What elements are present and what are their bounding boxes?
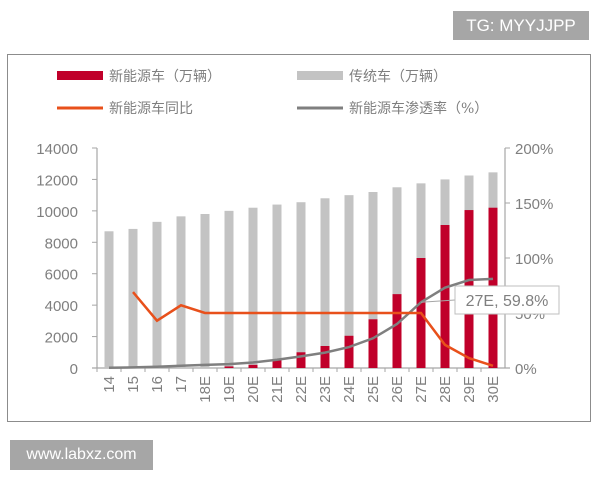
axes: 020004000600080001000012000140000%50%100… bbox=[36, 141, 553, 403]
x-tick-label: 26E bbox=[389, 376, 406, 403]
nev-bar bbox=[440, 225, 450, 368]
legend: 新能源车（万辆） 传统车（万辆） 新能源车同比 新能源车渗透率（%） bbox=[57, 68, 488, 117]
yoy-line bbox=[132, 291, 494, 367]
ice-bar bbox=[320, 198, 330, 368]
legend-item: 新能源车渗透率（%） bbox=[297, 100, 488, 117]
y-tick-label: 8000 bbox=[45, 235, 78, 252]
x-tick-label: 30E bbox=[485, 376, 502, 403]
nev-bar bbox=[248, 364, 258, 368]
x-tick-label: 18E bbox=[197, 376, 214, 403]
ice-bar bbox=[128, 228, 138, 368]
watermark-top: TG: MYYJJPP bbox=[453, 11, 589, 40]
ice-bar bbox=[104, 231, 114, 368]
x-tick-label: 14 bbox=[101, 376, 118, 393]
legend-item: 传统车（万辆） bbox=[297, 68, 447, 85]
x-tick-label: 17 bbox=[173, 376, 190, 393]
y-right-tick-label: 200% bbox=[515, 141, 553, 158]
y-tick-label: 12000 bbox=[36, 172, 78, 189]
x-tick-label: 20E bbox=[245, 376, 262, 403]
y-right-tick-label: 0% bbox=[515, 361, 537, 378]
nev-bar bbox=[320, 346, 330, 368]
x-tick-label: 27E bbox=[413, 376, 430, 403]
x-tick-label: 15 bbox=[125, 376, 142, 393]
ice-bar bbox=[272, 204, 282, 368]
y-right-tick-label: 100% bbox=[515, 251, 553, 268]
nev-bar bbox=[392, 294, 402, 368]
ice-bar bbox=[176, 216, 186, 368]
ice-bar bbox=[392, 187, 402, 368]
annotation-label: 27E, 59.8% bbox=[466, 293, 549, 310]
annotation: 27E, 59.8% bbox=[420, 285, 560, 315]
x-tick-label: 19E bbox=[221, 376, 238, 403]
nev-bar bbox=[368, 319, 378, 368]
ice-bar bbox=[368, 192, 378, 368]
x-tick-label: 21E bbox=[269, 376, 286, 403]
y-tick-label: 2000 bbox=[45, 330, 78, 347]
y-right-tick-label: 150% bbox=[515, 196, 553, 213]
legend-label: 传统车（万辆） bbox=[349, 68, 447, 85]
x-tick-label: 16 bbox=[149, 376, 166, 393]
nev-bar bbox=[272, 359, 282, 368]
x-tick-label: 23E bbox=[317, 376, 334, 403]
lines bbox=[108, 277, 494, 369]
penetration-line bbox=[108, 277, 494, 369]
nev-bar bbox=[224, 366, 234, 368]
ice-bar bbox=[296, 202, 306, 368]
x-tick-label: 22E bbox=[293, 376, 310, 403]
ice-bar bbox=[344, 195, 354, 368]
legend-label: 新能源车同比 bbox=[109, 100, 193, 117]
legend-item: 新能源车（万辆） bbox=[57, 68, 221, 85]
legend-item: 新能源车同比 bbox=[57, 100, 193, 117]
x-tick-label: 28E bbox=[437, 376, 454, 403]
nev-bar bbox=[344, 335, 354, 368]
x-tick-label: 29E bbox=[461, 376, 478, 403]
ice-bar bbox=[248, 207, 258, 368]
legend-swatch bbox=[297, 71, 343, 80]
watermark-bottom: www.labxz.com bbox=[10, 440, 153, 470]
annotation-box bbox=[454, 285, 560, 315]
legend-label: 新能源车（万辆） bbox=[109, 68, 221, 85]
ice-bar bbox=[200, 214, 210, 368]
ice-bar bbox=[152, 221, 162, 368]
y-tick-label: 4000 bbox=[45, 298, 78, 315]
legend-swatch bbox=[57, 71, 103, 80]
legend-label: 新能源车渗透率（%） bbox=[349, 100, 488, 117]
y-tick-label: 0 bbox=[70, 361, 78, 378]
y-tick-label: 6000 bbox=[45, 267, 78, 284]
ice-bar bbox=[224, 210, 234, 368]
bars bbox=[104, 172, 498, 368]
nev-bar bbox=[296, 352, 306, 368]
x-tick-label: 25E bbox=[365, 376, 382, 403]
y-tick-label: 10000 bbox=[36, 204, 78, 221]
x-tick-label: 24E bbox=[341, 376, 358, 403]
y-tick-label: 14000 bbox=[36, 141, 78, 158]
